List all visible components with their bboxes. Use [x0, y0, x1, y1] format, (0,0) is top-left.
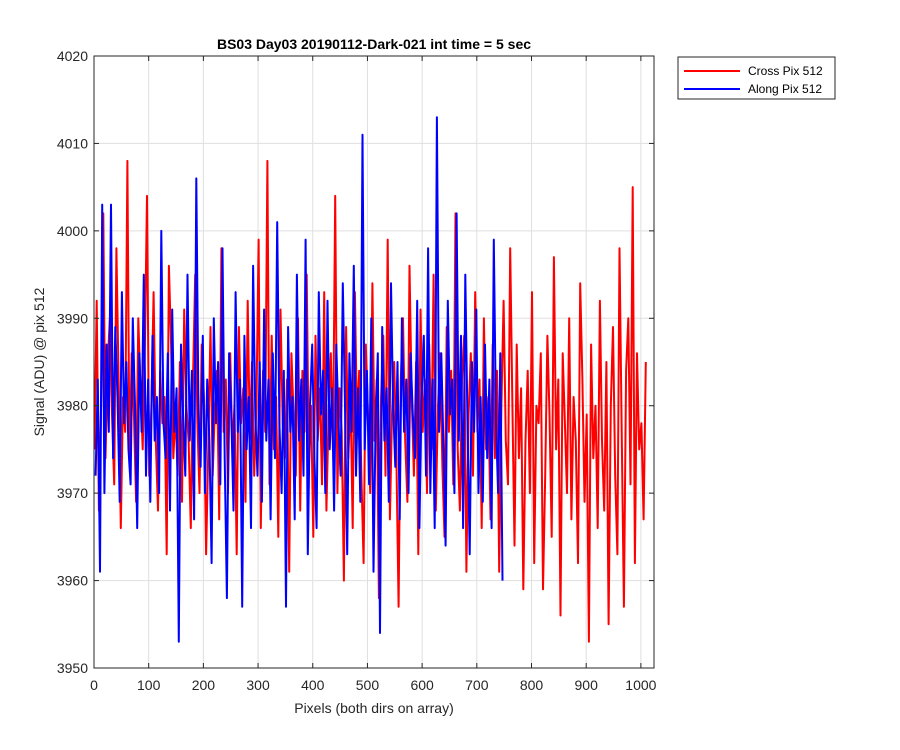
x-tick-label: 700 — [465, 677, 489, 693]
legend-label-cross-pix-512: Cross Pix 512 — [748, 64, 823, 78]
y-axis-label: Signal (ADU) @ pix 512 — [31, 287, 47, 436]
x-tick-label: 300 — [246, 677, 270, 693]
x-tick-label: 200 — [192, 677, 216, 693]
chart-title: BS03 Day03 20190112-Dark-021 int time = … — [217, 36, 531, 52]
y-tick-label: 3990 — [57, 310, 88, 326]
series-layer — [93, 116, 647, 643]
x-axis-label: Pixels (both dirs on array) — [294, 700, 454, 716]
x-tick-label: 400 — [301, 677, 325, 693]
y-tick-label: 3960 — [57, 573, 88, 589]
x-tick-label: 900 — [575, 677, 599, 693]
legend-label-along-pix-512: Along Pix 512 — [748, 82, 822, 96]
series-line-along-pix-512 — [94, 116, 504, 643]
y-tick-label: 3970 — [57, 485, 88, 501]
x-tick-label: 500 — [356, 677, 380, 693]
y-tick-label: 4000 — [57, 223, 88, 239]
x-tick-label: 600 — [410, 677, 434, 693]
x-tick-label: 800 — [520, 677, 544, 693]
y-tick-label: 3950 — [57, 660, 88, 676]
y-tick-label: 3980 — [57, 398, 88, 414]
legend-box — [677, 56, 836, 100]
x-tick-label: 100 — [137, 677, 161, 693]
y-tick-label: 4010 — [57, 135, 88, 151]
axes-box — [93, 55, 655, 669]
legend: Cross Pix 512 Along Pix 512 — [677, 56, 836, 100]
x-tick-label: 1000 — [625, 677, 656, 693]
y-tick-label: 4020 — [57, 48, 88, 64]
x-tick-label: 0 — [90, 677, 98, 693]
tick-layer: 0 100 200 300 400 500 600 700 800 900 1000 3950 3960… — [57, 48, 657, 693]
